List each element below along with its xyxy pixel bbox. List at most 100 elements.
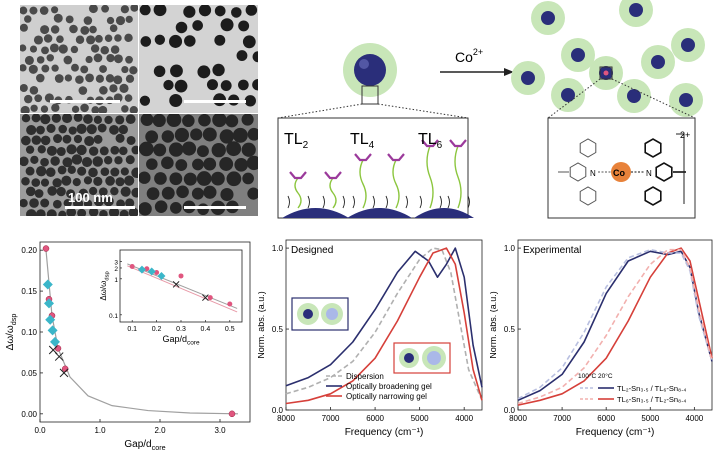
tem-particle xyxy=(114,34,122,42)
tem-particle xyxy=(125,114,136,124)
tem-particle xyxy=(174,79,188,93)
tem-particle xyxy=(169,94,183,108)
ligand-chain xyxy=(392,159,400,209)
chart-designed: 8000 7000 6000 5000 4000 0.0 0.5 1.0 Frequency (… xyxy=(258,239,483,438)
x-axis-label: Frequency (cm⁻¹) xyxy=(576,427,655,438)
tem-particle xyxy=(125,74,135,83)
terpyridine-head xyxy=(387,153,405,162)
tem-particle xyxy=(51,6,59,14)
tem-particle xyxy=(219,157,234,171)
tem-particle xyxy=(91,106,100,113)
tem-particle xyxy=(153,5,167,17)
tem-particle xyxy=(58,210,67,216)
scale-label: 100 nm xyxy=(68,190,113,205)
inset-x-tick-label: 0.4 xyxy=(201,326,211,333)
tem-particle xyxy=(93,115,103,124)
reagent-label: Co2+ xyxy=(455,47,483,65)
tem-particle xyxy=(90,44,100,53)
tem-particle xyxy=(49,43,59,53)
tem-particle xyxy=(63,55,73,65)
tem-particle xyxy=(192,20,203,31)
inset-point-cross xyxy=(202,294,209,301)
tem-particle xyxy=(33,35,43,45)
tem-particle xyxy=(247,187,258,200)
tem-particle xyxy=(197,65,211,79)
tem-particle xyxy=(211,171,225,186)
tem-particle xyxy=(20,84,28,93)
tem-particle xyxy=(41,64,50,73)
ligand-chain xyxy=(454,145,462,209)
inset-point-circle xyxy=(178,273,184,279)
x-tick-label: 5000 xyxy=(411,414,429,423)
tem-particle xyxy=(129,66,138,75)
tem-particle xyxy=(92,156,103,167)
tem-particle xyxy=(220,80,232,92)
tem-particle xyxy=(86,35,96,45)
tem-particle xyxy=(190,128,203,141)
tem-particle xyxy=(103,196,114,207)
tem-particles-large xyxy=(139,114,258,216)
tem-particle xyxy=(220,187,234,202)
tem-particle xyxy=(88,146,99,156)
tem-particle xyxy=(36,125,45,135)
tem-particle xyxy=(46,145,57,156)
series-line xyxy=(517,250,713,402)
tem-particle xyxy=(75,35,85,44)
tem-particle xyxy=(104,115,113,125)
tem-particle xyxy=(21,135,31,146)
tem-particle xyxy=(108,207,120,216)
inset-fit-line xyxy=(127,265,238,313)
tem-particle xyxy=(89,25,97,34)
series-line xyxy=(517,247,713,406)
y-tick-label: 0.05 xyxy=(21,369,37,378)
tem-particle xyxy=(83,199,93,208)
inset-point-circle xyxy=(129,263,135,269)
tem-particle xyxy=(35,73,45,83)
data-point-diamond xyxy=(47,325,58,336)
tem-image-top-left xyxy=(20,5,138,113)
tem-particle xyxy=(21,176,30,186)
tem-particle xyxy=(62,134,72,144)
zoom-box-gel xyxy=(599,66,613,80)
tem-particle xyxy=(175,21,188,34)
x-tick-label: 1.0 xyxy=(94,426,106,435)
inset-point-circle xyxy=(227,301,233,307)
tem-particle xyxy=(110,167,120,177)
tem-particle xyxy=(234,158,248,172)
tem-particle xyxy=(232,127,248,143)
tem-particle xyxy=(25,186,36,197)
tem-particle xyxy=(73,114,83,122)
tem-particle xyxy=(196,145,209,158)
tem-particle xyxy=(225,114,239,128)
tem-particle xyxy=(76,123,87,134)
tem-particle xyxy=(73,134,83,144)
scale-bar xyxy=(65,206,135,209)
inset-x-tick-label: 0.2 xyxy=(152,326,162,333)
tem-particle xyxy=(100,45,110,55)
tem-particle xyxy=(196,171,212,186)
tem-particle xyxy=(80,103,89,113)
tem-particle xyxy=(53,13,63,23)
tem-particle xyxy=(211,142,226,158)
pyridine-ring xyxy=(644,138,662,158)
tem-particle xyxy=(40,178,50,187)
tem-particle xyxy=(115,133,125,143)
terpyridine-head xyxy=(324,171,342,180)
tem-particle xyxy=(75,75,84,84)
tem-particle xyxy=(40,198,50,208)
tem-particle xyxy=(120,186,131,197)
particle-surface xyxy=(414,208,474,218)
tem-particle xyxy=(66,207,77,216)
legend: 100°C 20°C TL₂-Sn₃.₅ / TL₆-Sn₈.₄ TL₆-Sn₃.₅ … xyxy=(578,372,686,404)
tem-particle xyxy=(220,18,234,32)
tem-particle xyxy=(169,202,182,214)
n-label-right: N xyxy=(646,169,652,178)
tem-particle xyxy=(47,186,58,196)
data-point-circle xyxy=(61,365,69,373)
data-point-diamond xyxy=(45,314,56,325)
tem-particle xyxy=(115,177,125,187)
tem-particle xyxy=(236,50,248,61)
inset-point-circle xyxy=(144,266,150,272)
tem-particle xyxy=(51,103,60,112)
tem-particle xyxy=(20,23,28,32)
